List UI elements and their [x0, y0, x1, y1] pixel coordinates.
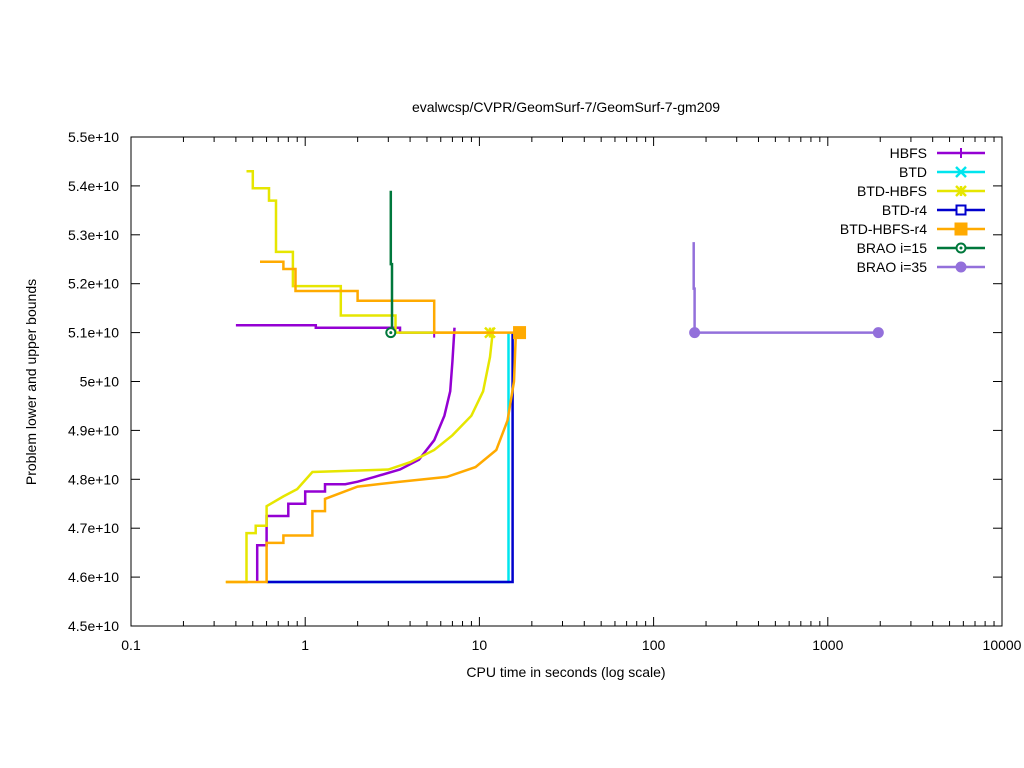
legend-label: HBFS: [890, 145, 927, 161]
marker: [955, 204, 967, 216]
y-tick-label: 5.1e+10: [68, 325, 119, 341]
y-axis-label: Problem lower and upper bounds: [23, 279, 39, 485]
legend-item: BTD-r4: [882, 202, 985, 218]
series-line: [225, 332, 518, 584]
x-tick-label: 0.1: [121, 637, 141, 653]
legend-item: HBFS: [890, 145, 985, 161]
axis-ticks: 0.1 1 10 100 1000 10000 4.5e+10 4.6e+10 4.7e+10 4…: [68, 129, 1022, 653]
marker: [955, 242, 967, 254]
y-tick-label: 4.9e+10: [68, 422, 119, 438]
marker: [689, 327, 701, 339]
x-tick-label: 10: [472, 637, 488, 653]
legend: HBFS BTD BTD-HBFS BTD-r4 BTD-HBFS-r4 BRAO i=1…: [840, 145, 985, 275]
marker: [956, 148, 966, 158]
legend-item: BRAO i=35: [857, 259, 985, 275]
series-btd-hbfs: [225, 169, 496, 584]
series-line: [266, 332, 510, 584]
series-line: [389, 190, 394, 333]
x-tick-label: 10000: [983, 637, 1022, 653]
legend-label: BRAO i=35: [857, 259, 928, 275]
series-line: [255, 327, 456, 582]
y-tick-label: 5.4e+10: [68, 178, 119, 194]
plot-area: [225, 169, 884, 584]
legend-item: BTD: [899, 164, 985, 180]
series-btd-hbfs-r4: [225, 260, 527, 584]
y-tick-label: 5.5e+10: [68, 129, 119, 145]
x-tick-label: 1: [301, 637, 309, 653]
series-line: [246, 169, 490, 334]
series-btd: [266, 332, 510, 584]
marker: [954, 222, 968, 236]
marker: [955, 185, 967, 197]
x-tick-label: 1000: [812, 637, 843, 653]
series-line: [266, 332, 514, 584]
series-brao-i-35: [689, 242, 884, 339]
marker: [955, 166, 967, 178]
y-tick-label: 5.3e+10: [68, 227, 119, 243]
marker: [385, 327, 397, 339]
series-line: [225, 327, 495, 584]
x-axis-label: CPU time in seconds (log scale): [466, 664, 665, 680]
plot-frame: [130, 136, 1003, 627]
y-tick-label: 4.8e+10: [68, 471, 119, 487]
legend-label: BTD-r4: [882, 202, 927, 218]
y-tick-label: 5e+10: [80, 374, 120, 390]
y-tick-label: 5.2e+10: [68, 276, 119, 292]
x-tick-label: 100: [642, 637, 666, 653]
series-btd-r4: [266, 332, 514, 584]
series-line: [260, 260, 520, 334]
chart-title: evalwcsp/CVPR/GeomSurf-7/GeomSurf-7-gm20…: [412, 99, 720, 115]
legend-item: BRAO i=15: [857, 240, 985, 256]
y-tick-label: 4.7e+10: [68, 520, 119, 536]
series-line: [692, 242, 879, 334]
marker: [872, 327, 884, 339]
series-brao-i-15: [385, 190, 397, 339]
legend-label: BRAO i=15: [857, 240, 928, 256]
legend-label: BTD-HBFS-r4: [840, 221, 927, 237]
legend-item: BTD-HBFS-r4: [840, 221, 985, 237]
legend-label: BTD-HBFS: [857, 183, 927, 199]
marker: [955, 261, 967, 273]
y-tick-label: 4.5e+10: [68, 618, 119, 634]
y-tick-label: 4.6e+10: [68, 569, 119, 585]
legend-item: BTD-HBFS: [857, 183, 985, 199]
legend-label: BTD: [899, 164, 927, 180]
marker: [513, 326, 527, 340]
